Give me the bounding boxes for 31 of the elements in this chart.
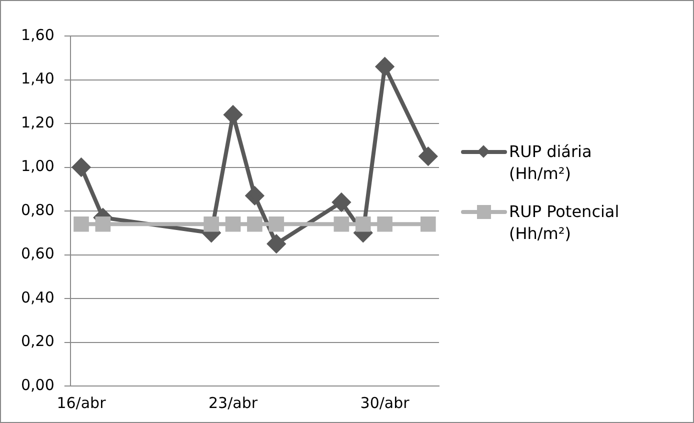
y-tick-label: 0,40: [20, 288, 54, 306]
x-tick-label: 23/abr: [208, 394, 258, 412]
point: [355, 216, 371, 232]
point: [334, 216, 350, 232]
point: [247, 216, 262, 232]
point: [225, 216, 241, 232]
point: [72, 158, 90, 176]
y-tick-label: 0,00: [20, 376, 54, 394]
x-tick-label: 30/abr: [360, 394, 410, 412]
point: [95, 216, 111, 232]
y-tick-label: 0,60: [20, 244, 54, 263]
point: [204, 216, 219, 232]
point: [268, 216, 284, 232]
y-tick-label: 0,80: [20, 200, 54, 219]
point: [420, 216, 436, 232]
legend-label: RUP Potencial (Hh/m²): [509, 201, 620, 245]
legend-label: RUP diária (Hh/m²): [509, 141, 593, 185]
point: [246, 186, 264, 205]
point: [376, 58, 394, 76]
x-tick-label: 16/abr: [56, 394, 107, 412]
y-tick-label: 1,20: [20, 113, 54, 132]
point: [332, 193, 350, 212]
point: [419, 147, 438, 166]
y-tick-label: 1,00: [20, 157, 54, 176]
point: [377, 216, 392, 232]
point: [224, 106, 242, 124]
y-tick-label: 1,60: [20, 26, 54, 44]
y-tick-label: 0,20: [20, 332, 54, 350]
point: [74, 216, 89, 232]
y-tick-label: 1,40: [20, 70, 54, 88]
point: [267, 234, 286, 253]
